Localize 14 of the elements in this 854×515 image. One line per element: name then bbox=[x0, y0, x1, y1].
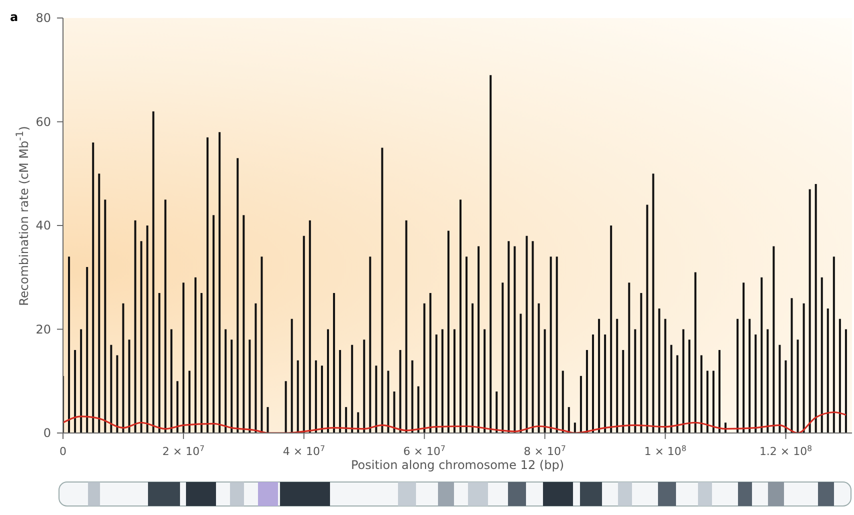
y-tick-label: 80 bbox=[36, 11, 51, 25]
text: a bbox=[10, 10, 18, 24]
y-tick-label: 40 bbox=[36, 218, 51, 232]
x-tick-label: 8 × 10$^{7}$ bbox=[524, 444, 566, 458]
x-axis-title: Position along chromosome 12 (bp) bbox=[350, 458, 565, 472]
x-tick-label: 6 × 10$^{7}$ bbox=[403, 444, 446, 458]
x-tick-label: 1.2 × 10$^{8}$ bbox=[759, 444, 812, 458]
x-tick-label: 4 × 10$^{7}$ bbox=[282, 444, 326, 458]
x-tick-label: 0 bbox=[60, 445, 66, 458]
x-tick-label: 2 × 10$^{7}$ bbox=[162, 444, 205, 458]
y-tick-label: 20 bbox=[36, 322, 51, 336]
x-tick-label: 1 × 10$^{8}$ bbox=[644, 444, 686, 458]
y-tick-label: 60 bbox=[36, 114, 51, 129]
y-tick-label: 0 bbox=[43, 426, 51, 440]
